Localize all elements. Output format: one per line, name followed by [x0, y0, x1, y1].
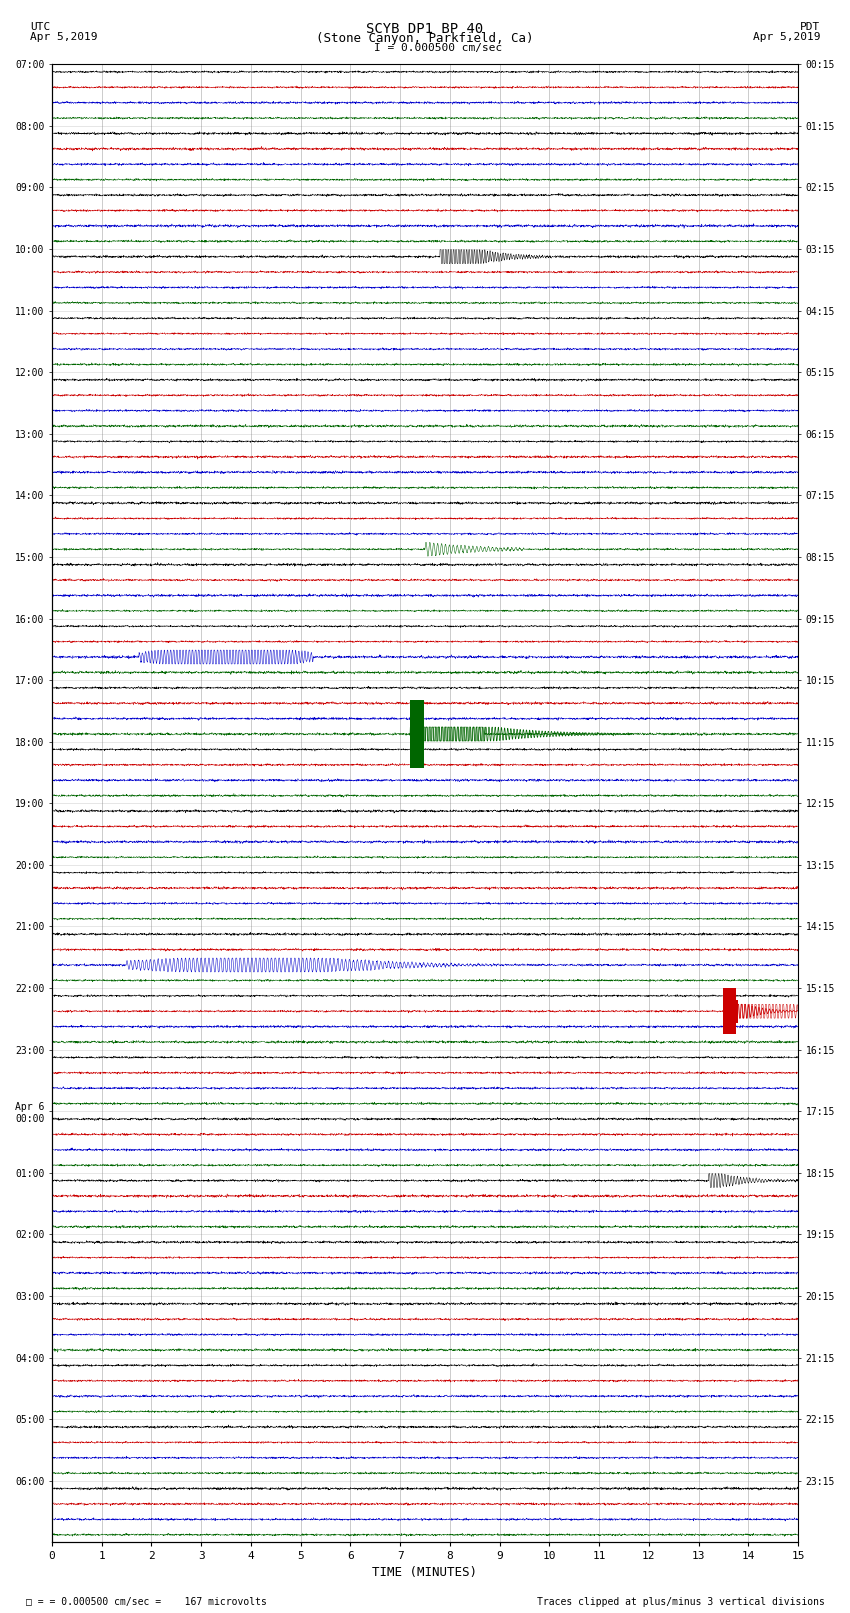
Text: SCYB DP1 BP 40: SCYB DP1 BP 40 [366, 23, 484, 35]
X-axis label: TIME (MINUTES): TIME (MINUTES) [372, 1566, 478, 1579]
Text: Apr 5,2019: Apr 5,2019 [30, 32, 97, 42]
Text: □ = = 0.000500 cm/sec =    167 microvolts: □ = = 0.000500 cm/sec = 167 microvolts [26, 1597, 266, 1607]
Text: PDT: PDT [800, 23, 820, 32]
Text: (Stone Canyon, Parkfield, Ca): (Stone Canyon, Parkfield, Ca) [316, 32, 534, 45]
Bar [410, 700, 424, 768]
Text: Apr 5,2019: Apr 5,2019 [753, 32, 820, 42]
Bar [723, 989, 736, 1034]
Bar [723, 1000, 739, 1023]
Text: UTC: UTC [30, 23, 50, 32]
Bar [410, 718, 422, 752]
Text: I = 0.000500 cm/sec: I = 0.000500 cm/sec [374, 44, 502, 53]
Text: Traces clipped at plus/minus 3 vertical divisions: Traces clipped at plus/minus 3 vertical … [536, 1597, 824, 1607]
